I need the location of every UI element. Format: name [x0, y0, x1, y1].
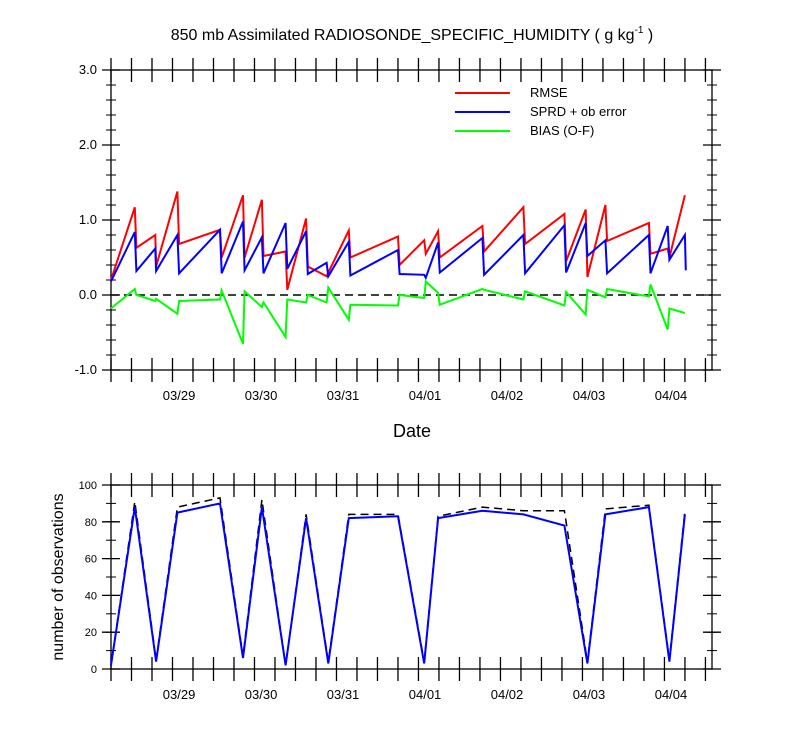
legend-label-bias-o-f: BIAS (O-F)	[530, 123, 594, 138]
y-tick-label: 40	[85, 590, 97, 602]
series-line-sprd-ob-error	[110, 221, 687, 282]
x-tick-label: 04/04	[655, 687, 688, 702]
x-tick-label: 03/29	[163, 687, 196, 702]
y-tick-label: 100	[79, 480, 97, 492]
x-tick-label: 04/01	[409, 388, 442, 403]
x-tick-label: 03/30	[245, 388, 278, 403]
x-tick-label: 03/29	[163, 388, 196, 403]
y-tick-label: 80	[85, 517, 97, 529]
series-line-assimilated-observations	[110, 502, 686, 666]
legend-label-rmse: RMSE	[530, 85, 568, 100]
chart-title: 850 mb Assimilated RADIOSONDE_SPECIFIC_H…	[171, 25, 654, 44]
x-tick-label: 04/04	[655, 388, 688, 403]
top-panel: 03/29 03/30 03/31 04/01 04/02 04/03 04/04 -1.0 0…	[75, 58, 721, 403]
y-tick-label: 60	[85, 554, 97, 566]
x-axis-label: Date	[393, 421, 431, 441]
y-tick-label: 2.0	[79, 137, 97, 152]
y-tick-label: -1.0	[75, 362, 97, 377]
y-tick-label: 0.0	[79, 287, 97, 302]
x-tick-label: 03/31	[327, 388, 360, 403]
x-tick-label: 04/03	[573, 388, 606, 403]
y-tick-label: 20	[85, 627, 97, 639]
series-line-possible-observations	[110, 496, 686, 666]
series-line-bias-o-f	[110, 279, 686, 345]
x-tick-label: 04/03	[573, 687, 606, 702]
x-tick-label: 04/01	[409, 687, 442, 702]
y-tick-label: 1.0	[79, 212, 97, 227]
series-line-rmse	[110, 191, 686, 291]
x-tick-label: 03/30	[245, 687, 278, 702]
y-tick-label: 3.0	[79, 62, 97, 77]
bottom-panel: 03/29 03/30 03/31 04/01 04/02 04/03 04/04 0 20 40…	[79, 473, 721, 702]
x-tick-label: 04/02	[491, 388, 524, 403]
legend-label-sprd-ob-error: SPRD + ob error	[530, 104, 627, 119]
y-tick-label: 0	[91, 664, 97, 676]
x-tick-label: 03/31	[327, 687, 360, 702]
x-tick-label: 04/02	[491, 687, 524, 702]
y-axis-label-bottom: number of observations	[50, 493, 67, 660]
